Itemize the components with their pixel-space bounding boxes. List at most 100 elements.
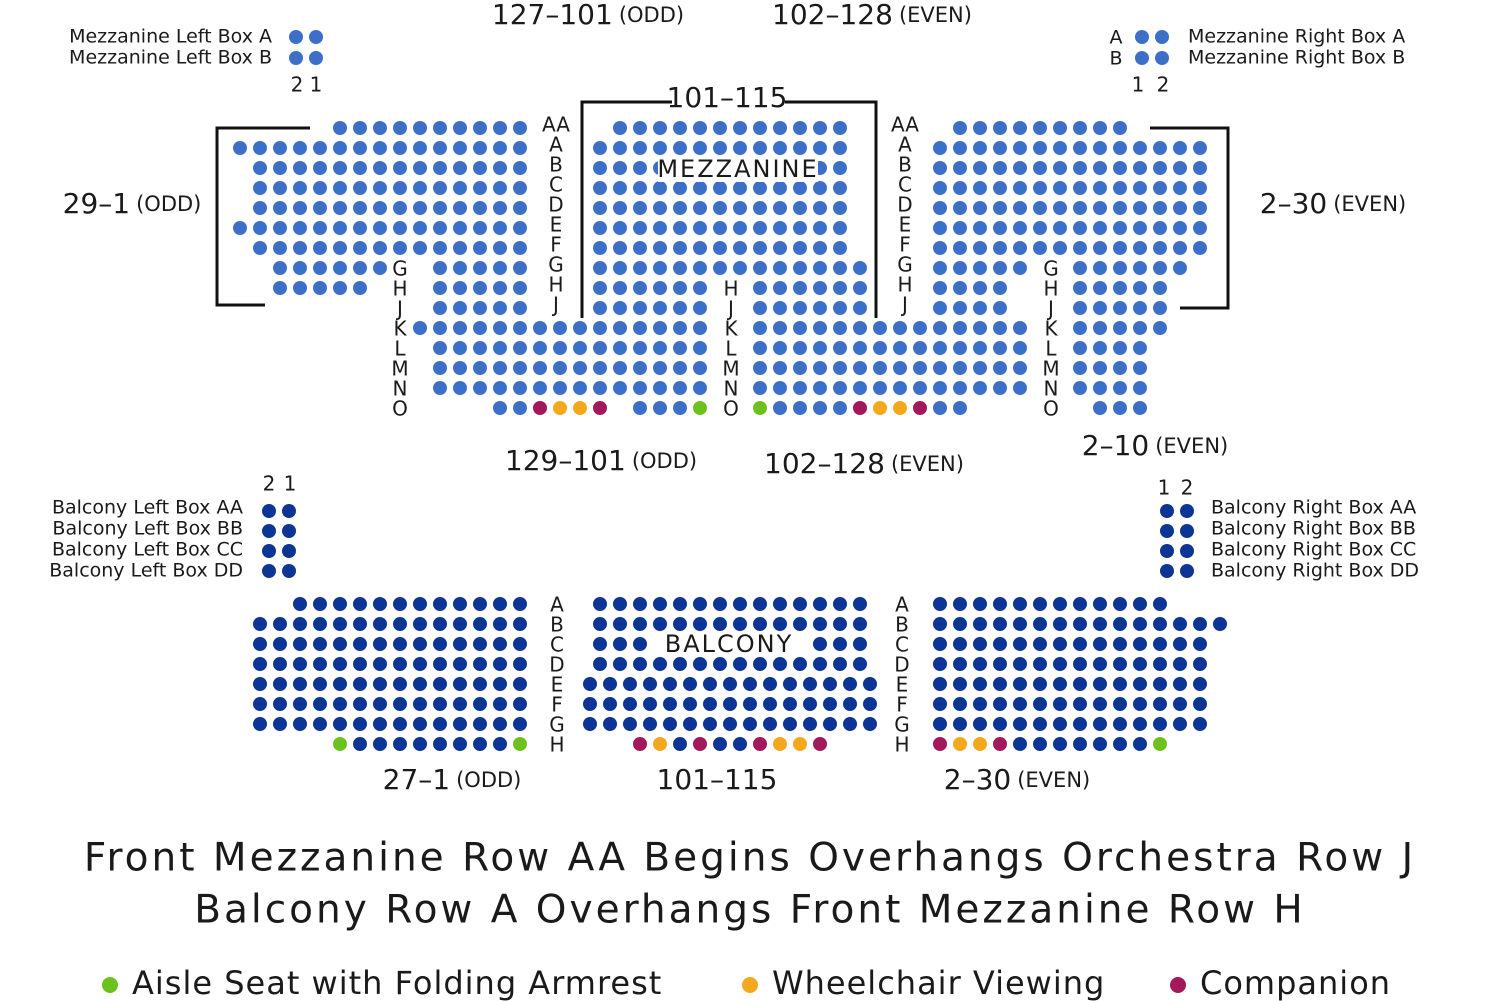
seat [673,221,687,235]
seat [593,381,607,395]
seat [633,657,647,671]
seat [1033,637,1047,651]
seat [673,281,687,295]
section-name: BALCONY [665,630,794,658]
seat [1113,341,1127,355]
seat [493,637,507,651]
seat [853,341,867,355]
seat [813,221,827,235]
seat [973,141,987,155]
seat [773,321,787,335]
seat [433,201,447,215]
seat [893,381,907,395]
seat [1093,201,1107,215]
seat [1013,341,1027,355]
row-letter: D [897,193,912,217]
seat [453,381,467,395]
seat [623,717,637,731]
seat [393,637,407,651]
seat [793,401,807,415]
seat [1113,261,1127,275]
seat [773,381,787,395]
seat [793,617,807,631]
row-letter: D [549,653,564,677]
seat [1093,281,1107,295]
label-bg [658,156,818,182]
box-label: Balcony Right Box CC [1211,539,1416,561]
seat [813,201,827,215]
seat [733,737,747,751]
seat [393,657,407,671]
seat [653,361,667,375]
seat [893,361,907,375]
seat [633,301,647,315]
seat [453,321,467,335]
seat [653,121,667,135]
range-parity: (ODD) [632,449,697,473]
seat [453,141,467,155]
seat [593,221,607,235]
seat [373,617,387,631]
seat [933,717,947,731]
seat-range: 2–10 (EVEN) [1082,429,1228,462]
seat [993,141,1007,155]
seat [473,221,487,235]
seat [333,657,347,671]
seat [1093,677,1107,691]
seat [733,181,747,195]
seat [413,121,427,135]
seat [293,221,307,235]
seat [433,341,447,355]
seat [593,181,607,195]
seat [393,737,407,751]
seat [633,637,647,651]
seat [933,361,947,375]
seat [253,677,267,691]
seat [803,697,817,711]
seat [653,281,667,295]
seat [993,221,1007,235]
seat [1073,201,1087,215]
seat [1093,241,1107,255]
seat [973,597,987,611]
seat [1113,637,1127,651]
row-letter: E [899,213,912,237]
seat [333,221,347,235]
seat [973,221,987,235]
seat [433,241,447,255]
seat [373,677,387,691]
seat [663,677,677,691]
seat [393,161,407,175]
seat [783,677,797,691]
seat [873,361,887,375]
seat [613,597,627,611]
seat [253,717,267,731]
seat [513,221,527,235]
seat [693,597,707,611]
seat [1193,201,1207,215]
seat [393,201,407,215]
seat [1113,181,1127,195]
seat [863,697,877,711]
range-parity: (ODD) [619,3,684,27]
row-letter: A [895,593,909,617]
seat [933,261,947,275]
row-letter: E [550,213,563,237]
seat [493,261,507,275]
seat [593,361,607,375]
seat [473,241,487,255]
seat [1193,717,1207,731]
seat [1133,321,1147,335]
seat-range: 129–101 (ODD) [505,444,697,477]
seat [933,221,947,235]
seat [593,261,607,275]
seat [273,201,287,215]
seat [453,121,467,135]
seat [493,281,507,295]
seat [933,697,947,711]
seat [933,657,947,671]
seat [993,697,1007,711]
box-label: Mezzanine Right Box B [1188,47,1405,69]
seat [793,597,807,611]
seat [873,381,887,395]
